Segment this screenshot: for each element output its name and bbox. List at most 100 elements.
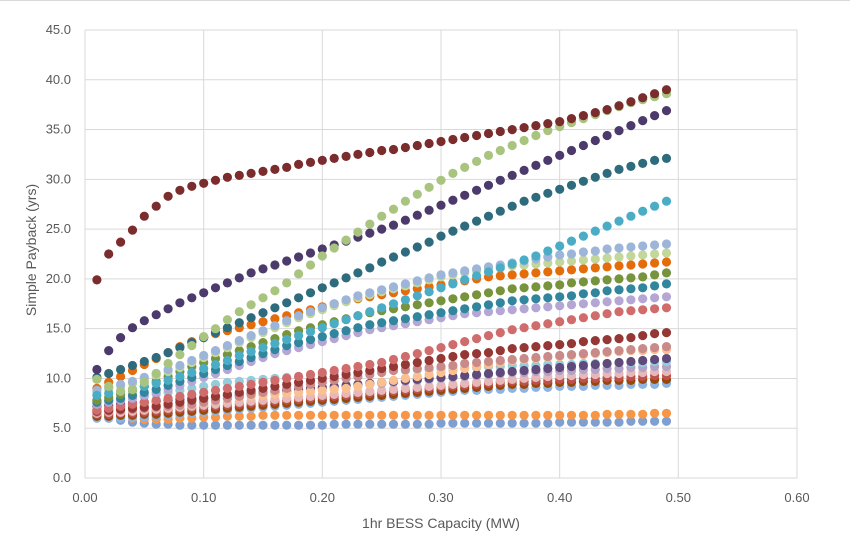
data-point — [602, 221, 612, 231]
data-point — [388, 384, 399, 394]
data-point — [151, 378, 161, 388]
y-tick-label: 30.0 — [46, 171, 71, 186]
data-point — [187, 367, 197, 378]
data-point — [222, 172, 232, 182]
data-point — [507, 374, 517, 384]
data-point — [400, 302, 410, 312]
data-point — [222, 355, 232, 366]
data-point — [388, 316, 399, 326]
data-point — [507, 296, 517, 306]
x-tick-label: 0.00 — [72, 490, 97, 505]
data-point — [483, 418, 494, 428]
data-point — [341, 410, 351, 420]
data-point — [104, 388, 114, 398]
data-point — [590, 108, 600, 118]
data-point — [424, 287, 434, 297]
data-point — [555, 150, 565, 160]
data-point — [602, 286, 612, 296]
data-point — [507, 305, 517, 315]
data-point — [626, 251, 636, 261]
data-point — [270, 286, 280, 296]
data-point — [388, 252, 399, 262]
data-point — [448, 360, 458, 371]
data-point — [507, 344, 517, 354]
data-point — [507, 418, 517, 428]
data-point — [436, 361, 446, 372]
data-point — [365, 228, 375, 238]
data-point — [650, 240, 660, 250]
data-point — [626, 242, 636, 252]
data-point — [495, 410, 505, 420]
data-point — [578, 289, 589, 299]
data-point — [566, 249, 577, 259]
data-point — [258, 308, 268, 318]
data-point — [139, 397, 149, 407]
data-point — [388, 144, 399, 155]
data-point — [495, 286, 505, 296]
data-point — [222, 341, 232, 351]
data-point — [234, 336, 244, 346]
top-border — [0, 0, 850, 1]
data-point — [329, 419, 339, 429]
data-point — [638, 355, 648, 366]
data-point — [578, 264, 589, 274]
data-point — [626, 260, 636, 270]
data-point — [199, 178, 209, 188]
data-point — [388, 419, 399, 429]
data-point — [246, 420, 256, 430]
data-point — [531, 130, 541, 141]
data-point — [661, 416, 672, 426]
data-point — [139, 211, 149, 221]
data-point — [566, 114, 577, 124]
data-point — [436, 200, 446, 210]
data-point — [543, 188, 553, 198]
data-point — [614, 261, 624, 271]
data-point — [294, 410, 304, 420]
data-point — [365, 288, 375, 298]
data-point — [507, 259, 517, 269]
data-point — [602, 309, 612, 319]
data-point — [163, 358, 173, 369]
data-point — [614, 126, 624, 136]
data-point — [317, 283, 327, 293]
data-point — [270, 375, 280, 385]
data-point — [163, 393, 173, 403]
data-point — [104, 381, 114, 391]
data-point — [246, 313, 256, 323]
data-point — [412, 382, 422, 392]
x-tick-label: 0.60 — [784, 490, 809, 505]
data-point — [317, 367, 327, 378]
data-point — [614, 243, 624, 253]
data-point — [424, 346, 434, 356]
data-point — [448, 195, 458, 205]
data-point — [365, 219, 375, 229]
data-point — [638, 416, 648, 426]
data-point — [436, 418, 446, 428]
data-point — [626, 284, 636, 294]
data-point — [519, 353, 529, 364]
data-point — [258, 166, 268, 176]
data-point — [400, 295, 410, 305]
data-point — [460, 292, 470, 302]
data-point — [661, 408, 672, 418]
data-point — [483, 348, 494, 358]
data-point — [638, 250, 648, 260]
data-point — [424, 205, 434, 215]
data-point — [519, 123, 529, 133]
data-point — [472, 357, 482, 368]
data-point — [638, 259, 648, 269]
data-point — [566, 180, 577, 190]
data-point — [448, 226, 458, 236]
data-point — [127, 323, 138, 333]
data-point — [543, 119, 553, 129]
data-point — [614, 409, 624, 419]
data-point — [519, 295, 529, 305]
data-point — [590, 276, 600, 286]
data-point — [341, 383, 351, 393]
x-tick-label: 0.20 — [310, 490, 335, 505]
data-point — [460, 162, 470, 172]
data-point — [519, 365, 529, 376]
data-point — [400, 314, 410, 324]
data-point — [614, 285, 624, 295]
data-point — [495, 375, 505, 385]
